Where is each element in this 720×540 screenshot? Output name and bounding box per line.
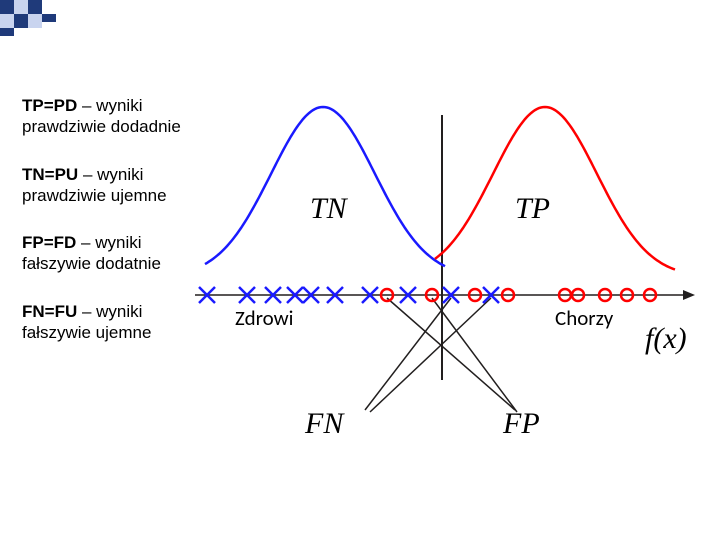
def-fn: FN=FU – wyniki fałszywie ujemne [22,301,197,344]
classification-diagram: TN TP FN FP f(x) Zdrowi Chorzy [195,80,705,460]
label-tn: TN [310,192,347,226]
def-tp: TP=PD – wyniki prawdziwie dodadnie [22,95,197,138]
label-chorzy: Chorzy [555,305,613,331]
label-zdrowi: Zdrowi [235,305,294,331]
diagram-svg [195,80,705,460]
label-fp: FP [503,407,540,441]
corner-decoration [0,0,120,50]
def-fp: FP=FD – wyniki fałszywie dodatnie [22,232,197,275]
def-tn: TN=PU – wyniki prawdziwie ujemne [22,164,197,207]
label-fx: f(x) [645,322,687,356]
label-tp: TP [515,192,550,226]
label-fn: FN [305,407,343,441]
definitions-list: TP=PD – wyniki prawdziwie dodadnie TN=PU… [22,95,197,369]
